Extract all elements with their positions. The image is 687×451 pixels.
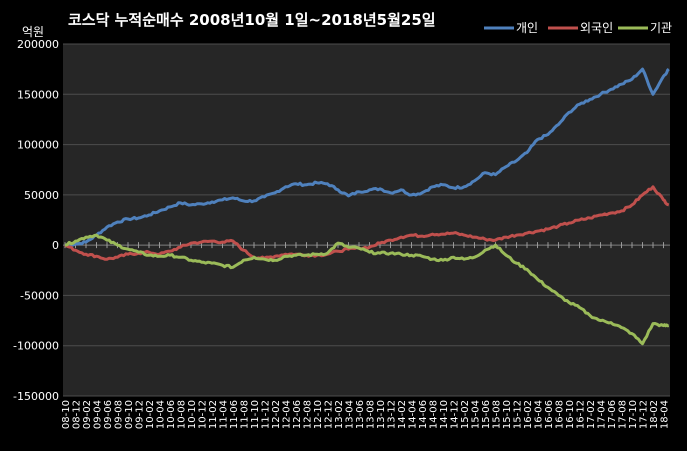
x-tick-label: 15-06 — [481, 400, 492, 429]
chart-title: 코스닥 누적순매수 2008년10월 1일~2018년5월25일 — [68, 11, 436, 29]
x-tick-label: 13-10 — [376, 400, 387, 429]
x-tick-label: 18-04 — [660, 400, 671, 429]
x-tick-label: 16-12 — [576, 400, 587, 429]
x-tick-label: 17-06 — [607, 400, 618, 429]
x-tick-label: 09-08 — [114, 400, 125, 429]
y-tick-label: -50000 — [20, 289, 59, 302]
x-tick-label: 13-06 — [355, 400, 366, 429]
x-tick-label: 16-06 — [544, 400, 555, 429]
series-line-기관 — [64, 233, 670, 346]
x-tick-label: 09-10 — [124, 400, 135, 429]
x-tick-label: 17-12 — [639, 400, 650, 429]
plot-area — [63, 44, 670, 396]
y-tick-labels: 200000 150000 100000 50000 0 -50000 -100000 -15… — [13, 38, 59, 403]
x-tick-label: 11-02 — [208, 400, 219, 429]
y-tick-label: 100000 — [17, 139, 59, 152]
x-tick-label: 17-04 — [597, 400, 608, 429]
x-tick-label: 10-12 — [198, 400, 209, 429]
x-tick-label: 08-10 — [61, 400, 72, 429]
legend-label: 개인 — [516, 21, 538, 35]
x-tick-label: 10-02 — [145, 400, 156, 429]
x-tick-label: 16-10 — [565, 400, 576, 429]
x-tick-label: 16-04 — [534, 400, 545, 429]
x-tick-label: 09-06 — [103, 400, 114, 429]
y-tick-label: 200000 — [17, 38, 59, 51]
series-lines — [64, 67, 670, 346]
x-tick-label: 18-02 — [649, 400, 660, 429]
x-tick-label: 13-04 — [345, 400, 356, 429]
y-tick-label: 50000 — [24, 189, 59, 202]
x-tick-label: 11-10 — [250, 400, 261, 429]
x-tick-label: 17-08 — [618, 400, 629, 429]
x-tick-label: 09-04 — [93, 400, 104, 429]
x-tick-label: 10-06 — [166, 400, 177, 429]
x-tick-label: 10-08 — [177, 400, 188, 429]
x-tick-label: 12-12 — [324, 400, 335, 429]
x-tick-label: 15-02 — [460, 400, 471, 429]
x-tick-label: 09-12 — [135, 400, 146, 429]
x-tick-label: 13-02 — [334, 400, 345, 429]
y-tick-label: 0 — [52, 239, 59, 252]
x-tick-labels: 08-10 08-12 09-02 09-04 09-06 09-08 09-10 09-12… — [61, 400, 671, 429]
x-tick-label: 17-02 — [586, 400, 597, 429]
x-tick-label: 11-04 — [219, 400, 230, 429]
y-tick-label: -100000 — [13, 340, 59, 353]
x-tick-label: 15-12 — [513, 400, 524, 429]
legend-label: 기관 — [650, 21, 672, 35]
x-tick-label: 14-10 — [439, 400, 450, 429]
legend-label: 외국인 — [580, 21, 613, 35]
y-tick-label: 150000 — [17, 88, 59, 101]
x-tick-label: 11-12 — [261, 400, 272, 429]
x-tick-label: 12-10 — [313, 400, 324, 429]
x-tick-label: 17-10 — [628, 400, 639, 429]
x-tick-label: 16-08 — [555, 400, 566, 429]
x-tick-label: 14-06 — [418, 400, 429, 429]
x-tick-label: 12-08 — [303, 400, 314, 429]
x-tick-label: 12-06 — [292, 400, 303, 429]
x-tick-label: 15-10 — [502, 400, 513, 429]
x-tick-label: 16-02 — [523, 400, 534, 429]
gridlines — [63, 43, 670, 397]
x-tick-label: 08-12 — [72, 400, 83, 429]
x-tick-label: 11-06 — [229, 400, 240, 429]
legend: 개인 외국인 기관 — [484, 21, 672, 35]
y-unit-label: 억원 — [22, 25, 44, 39]
y-tick-label: -150000 — [13, 390, 59, 403]
x-tick-label: 15-04 — [471, 400, 482, 429]
series-line-외국인 — [64, 185, 670, 261]
x-tick-label: 15-08 — [492, 400, 503, 429]
x-tick-label: 09-02 — [82, 400, 93, 429]
x-tick-label: 14-02 — [397, 400, 408, 429]
series-line-개인 — [64, 67, 670, 247]
x-tick-label: 11-08 — [240, 400, 251, 429]
x-tick-label: 14-12 — [450, 400, 461, 429]
x-tick-label: 10-04 — [156, 400, 167, 429]
x-tick-label: 13-12 — [387, 400, 398, 429]
x-tick-label: 14-04 — [408, 400, 419, 429]
x-tick-label: 13-08 — [366, 400, 377, 429]
x-tick-label: 12-04 — [282, 400, 293, 429]
x-tick-label: 10-10 — [187, 400, 198, 429]
x-tick-label: 14-08 — [429, 400, 440, 429]
x-tick-label: 12-02 — [271, 400, 282, 429]
